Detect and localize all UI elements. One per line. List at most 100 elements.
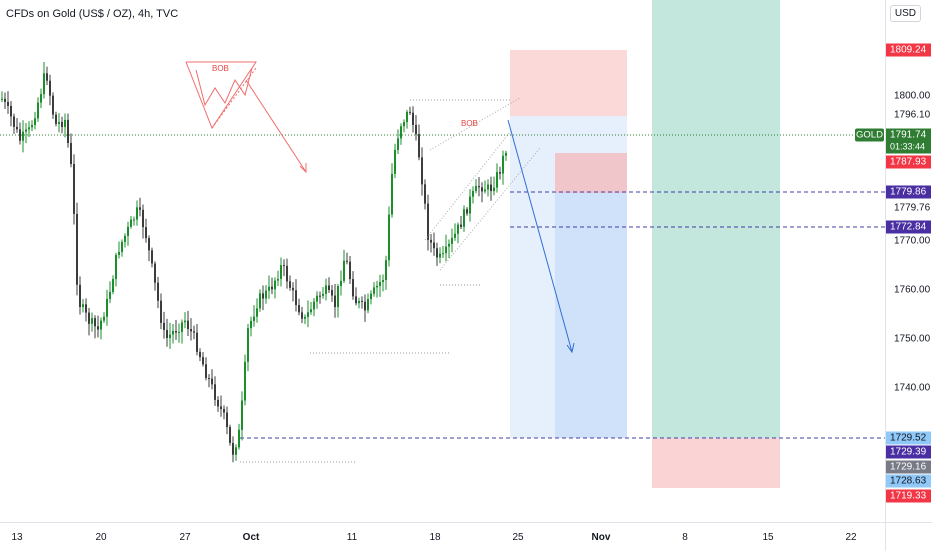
candle-body [235,447,237,455]
price-tag: 1787.93 [886,155,931,169]
candle-body [367,299,369,311]
short-position-2-target-zone[interactable] [555,193,627,438]
candle-body [16,126,18,130]
time-axis[interactable]: 13 20 27 Oct 11 18 25 Nov 8 15 22 [0,522,885,551]
candle-body [202,357,204,365]
candle-body [28,127,30,130]
candle-body [301,312,303,319]
candle-body [292,287,294,291]
price-tick: 1750.00 [894,333,931,345]
candle-body [232,442,234,455]
candle-body [82,304,84,307]
candle-body [226,412,228,428]
candle-body [220,406,222,410]
bob-pattern-1[interactable]: BOB [185,61,257,130]
candle-body [205,364,207,379]
candle-body [169,334,171,338]
candle-body [430,239,432,243]
candle-body [379,282,381,286]
candle-body [178,331,180,333]
chart-pane[interactable]: BOB BOB CFDs on Gold (US$ / OZ), 4h, TVC [0,0,885,522]
candle-body [406,111,408,123]
candle-body [439,253,441,258]
candle-body [49,80,51,96]
candle-body [217,399,219,407]
time-tick: 22 [845,532,857,543]
candle-body [418,134,420,158]
candle-body [103,316,105,321]
short-position-2-stop-zone[interactable] [555,153,627,193]
candle-body [187,320,189,330]
candle-body [166,329,168,338]
candle-body [127,226,129,236]
candle-body [505,152,507,156]
candle-body [25,129,27,132]
candle-body [358,300,360,304]
projection-arrow[interactable] [507,119,573,353]
candle-body [58,121,60,124]
long-position-stop-zone[interactable] [652,438,780,488]
candle-body [322,293,324,296]
candle-body [250,320,252,329]
candle-body [34,118,36,126]
candle-body [124,235,126,242]
price-tag: 1729.39 [886,445,931,459]
candle-body [76,213,78,285]
candle-body [478,186,480,188]
candle-body [388,214,390,261]
candle-body [148,238,150,251]
short-position-stop-zone[interactable] [510,50,627,116]
time-tick: 25 [512,532,524,543]
candle-body [46,73,48,81]
price-chart[interactable]: BOB BOB [0,0,885,522]
candle-body [376,285,378,288]
candle-body [118,251,120,255]
candle-body [421,157,423,185]
bob-arrow-1[interactable] [245,79,307,173]
candle-body [412,112,414,125]
candle-body [460,224,462,227]
candle-body [415,124,417,135]
candle-body [238,429,240,448]
candle-body [193,331,195,333]
candle-body [1,98,3,100]
candle-body [70,142,72,164]
long-position-target-zone[interactable] [652,0,780,438]
candle-body [151,250,153,264]
candle-body [277,278,279,281]
candle-body [448,243,450,247]
price-axis[interactable]: USD 1800.00 1796.10 1779.76 1770.00 1760.00 1… [885,0,932,522]
candle-body [13,116,15,127]
candle-body [313,301,315,310]
candle-body [67,119,69,143]
candle-body [298,305,300,313]
candle-body [145,227,147,239]
currency-button[interactable]: USD [889,5,921,22]
candle-body [40,94,42,103]
candle-body [295,290,297,306]
price-tag: 1809.24 [886,43,931,57]
candle-body [259,293,261,309]
time-tick: 27 [179,532,191,543]
candle-body [55,114,57,124]
candle-body [484,189,486,192]
candle-body [394,149,396,174]
price-tick: 1760.00 [894,284,931,296]
candle-body [79,284,81,307]
candle-body [91,318,93,324]
candle-body [370,293,372,300]
bob-pattern-2[interactable]: BOB [424,97,541,271]
candle-body [211,378,213,385]
candle-body [445,246,447,254]
candle-body [343,260,345,281]
candle-body [229,427,231,443]
candle-body [133,219,135,221]
price-tick: 1770.00 [894,235,931,247]
candle-body [85,304,87,313]
price-tag: 01:33:44 [886,140,931,154]
price-tag: 1729.52 [886,431,931,445]
candle-body [172,330,174,335]
candle-body [466,209,468,214]
candle-body [154,263,156,283]
candle-body [22,131,24,141]
